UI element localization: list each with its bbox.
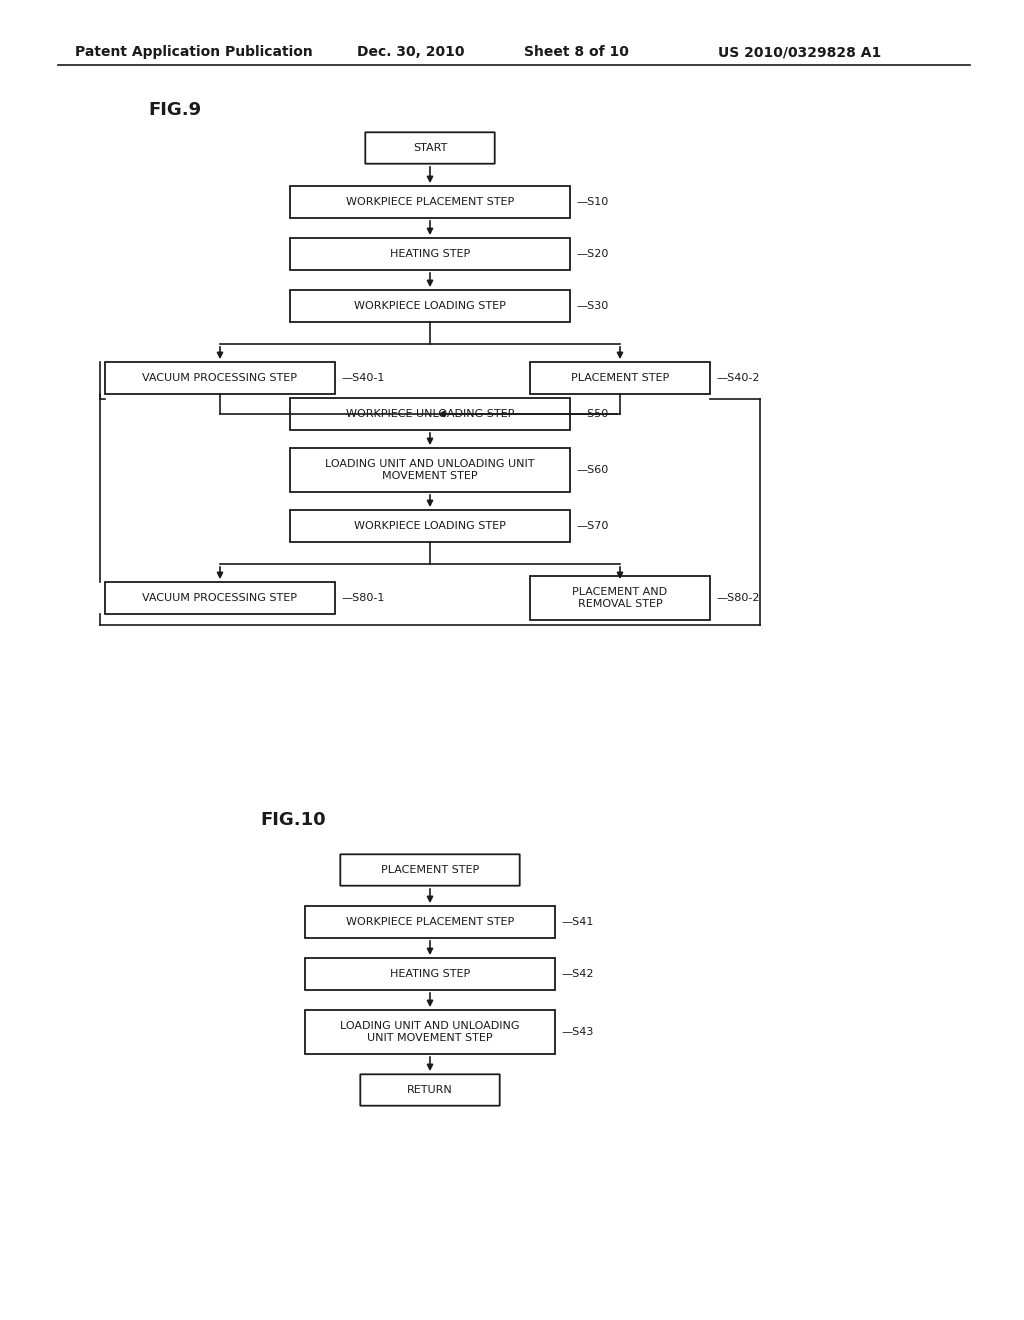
Text: HEATING STEP: HEATING STEP	[390, 249, 470, 259]
Bar	[530, 576, 710, 620]
Text: —S80-1: —S80-1	[341, 593, 384, 603]
Text: WORKPIECE LOADING STEP: WORKPIECE LOADING STEP	[354, 521, 506, 531]
Text: —S60: —S60	[575, 465, 608, 475]
Text: VACUUM PROCESSING STEP: VACUUM PROCESSING STEP	[142, 374, 298, 383]
Text: LOADING UNIT AND UNLOADING
UNIT MOVEMENT STEP: LOADING UNIT AND UNLOADING UNIT MOVEMENT…	[340, 1022, 520, 1043]
Text: —S30: —S30	[575, 301, 608, 312]
Text: WORKPIECE PLACEMENT STEP: WORKPIECE PLACEMENT STEP	[346, 197, 514, 207]
Text: LOADING UNIT AND UNLOADING UNIT
MOVEMENT STEP: LOADING UNIT AND UNLOADING UNIT MOVEMENT…	[326, 459, 535, 480]
Text: —S20: —S20	[575, 249, 608, 259]
Bar	[305, 906, 555, 939]
FancyBboxPatch shape	[360, 1074, 500, 1106]
Text: —S10: —S10	[575, 197, 608, 207]
Text: —S40-1: —S40-1	[341, 374, 384, 383]
Text: —S41: —S41	[561, 917, 593, 927]
FancyBboxPatch shape	[366, 132, 495, 164]
Text: FIG.9: FIG.9	[148, 102, 201, 119]
Bar	[290, 186, 570, 218]
Text: WORKPIECE UNLOADING STEP: WORKPIECE UNLOADING STEP	[346, 409, 514, 418]
Bar	[305, 1010, 555, 1053]
FancyBboxPatch shape	[340, 854, 520, 886]
Text: PLACEMENT STEP: PLACEMENT STEP	[381, 865, 479, 875]
Text: VACUUM PROCESSING STEP: VACUUM PROCESSING STEP	[142, 593, 298, 603]
Text: WORKPIECE LOADING STEP: WORKPIECE LOADING STEP	[354, 301, 506, 312]
Text: PLACEMENT STEP: PLACEMENT STEP	[570, 374, 669, 383]
Bar	[105, 582, 335, 614]
Text: —S50: —S50	[575, 409, 608, 418]
Bar	[290, 399, 570, 430]
Text: Sheet 8 of 10: Sheet 8 of 10	[524, 45, 629, 59]
Text: —S40-2: —S40-2	[716, 374, 760, 383]
Bar	[290, 447, 570, 492]
Text: HEATING STEP: HEATING STEP	[390, 969, 470, 979]
Text: START: START	[413, 143, 447, 153]
Text: FIG.10: FIG.10	[260, 810, 326, 829]
Text: RETURN: RETURN	[408, 1085, 453, 1096]
Text: —S80-2: —S80-2	[716, 593, 760, 603]
Bar	[290, 510, 570, 543]
Bar	[530, 362, 710, 393]
Text: PLACEMENT AND
REMOVAL STEP: PLACEMENT AND REMOVAL STEP	[572, 587, 668, 609]
Text: —S70: —S70	[575, 521, 608, 531]
Text: —S42: —S42	[561, 969, 594, 979]
Text: US 2010/0329828 A1: US 2010/0329828 A1	[718, 45, 882, 59]
Bar	[305, 958, 555, 990]
Text: Patent Application Publication: Patent Application Publication	[75, 45, 312, 59]
Bar	[290, 238, 570, 271]
Bar	[290, 290, 570, 322]
Text: WORKPIECE PLACEMENT STEP: WORKPIECE PLACEMENT STEP	[346, 917, 514, 927]
Text: Dec. 30, 2010: Dec. 30, 2010	[357, 45, 465, 59]
Bar	[105, 362, 335, 393]
Text: —S43: —S43	[561, 1027, 593, 1038]
